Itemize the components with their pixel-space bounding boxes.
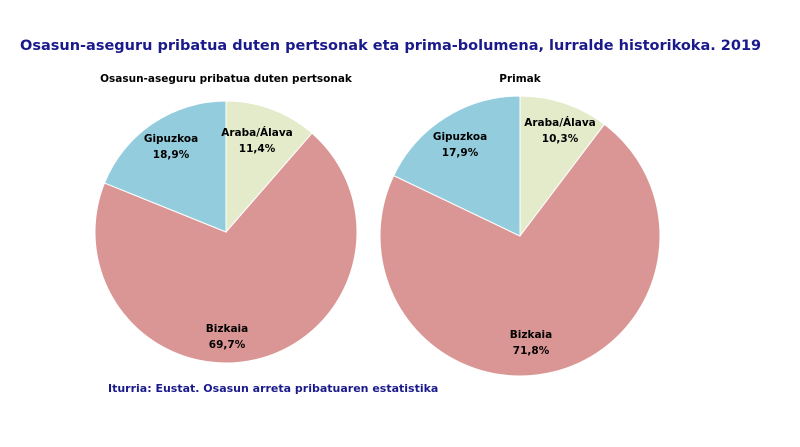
pie-labels-people: Araba/Álava 11,4% Bizkaia 69,7% Gipuzkoa 18,9… [144,126,293,351]
slice-label-people-araba-lava: Araba/Álava [221,126,293,139]
pie-title-people: Osasun-aseguru pribatua duten pertsonak [100,73,353,85]
pie-labels-premiums: Araba/Álava 10,3% Bizkaia 71,8% Gipuzkoa 17,9… [433,116,596,357]
slice-value-premiums-bizkaia: 71,8% [513,345,550,357]
pie-slices-premiums [379,95,661,377]
source-note: Iturria: Eustat. Osasun arreta pribatuar… [108,382,439,395]
pie-slice-people-gipuzkoa [103,100,227,233]
pie-slice-premiums-araba-lava [519,95,606,238]
slice-label-premiums-bizkaia: Bizkaia [510,329,552,341]
slice-value-people-gipuzkoa: 18,9% [153,149,190,161]
slice-label-premiums-gipuzkoa: Gipuzkoa [433,131,487,143]
pie-slice-people-bizkaia [94,132,358,364]
pie-chart-premiums: Primak Araba/Álava 10,3% Bizkaia 71,8% Gipuz… [379,73,661,377]
pie-slice-premiums-bizkaia [379,123,661,377]
slice-label-people-gipuzkoa: Gipuzkoa [144,133,198,145]
pie-slice-people-araba-lava [225,100,313,234]
pie-title-premiums: Primak [499,73,541,85]
slice-value-people-araba-lava: 11,4% [239,143,276,155]
slice-value-people-bizkaia: 69,7% [209,339,246,351]
pie-slices-people [94,100,358,364]
slice-value-premiums-gipuzkoa: 17,9% [442,147,479,159]
pie-chart-people: Osasun-aseguru pribatua duten pertsonak … [94,73,358,364]
page-title: Osasun-aseguru pribatua duten pertsonak … [20,38,762,54]
slice-label-people-bizkaia: Bizkaia [206,323,248,335]
slice-label-premiums-araba-lava: Araba/Álava [524,116,596,129]
pie-slice-premiums-gipuzkoa [393,95,521,237]
slice-value-premiums-araba-lava: 10,3% [542,133,579,145]
